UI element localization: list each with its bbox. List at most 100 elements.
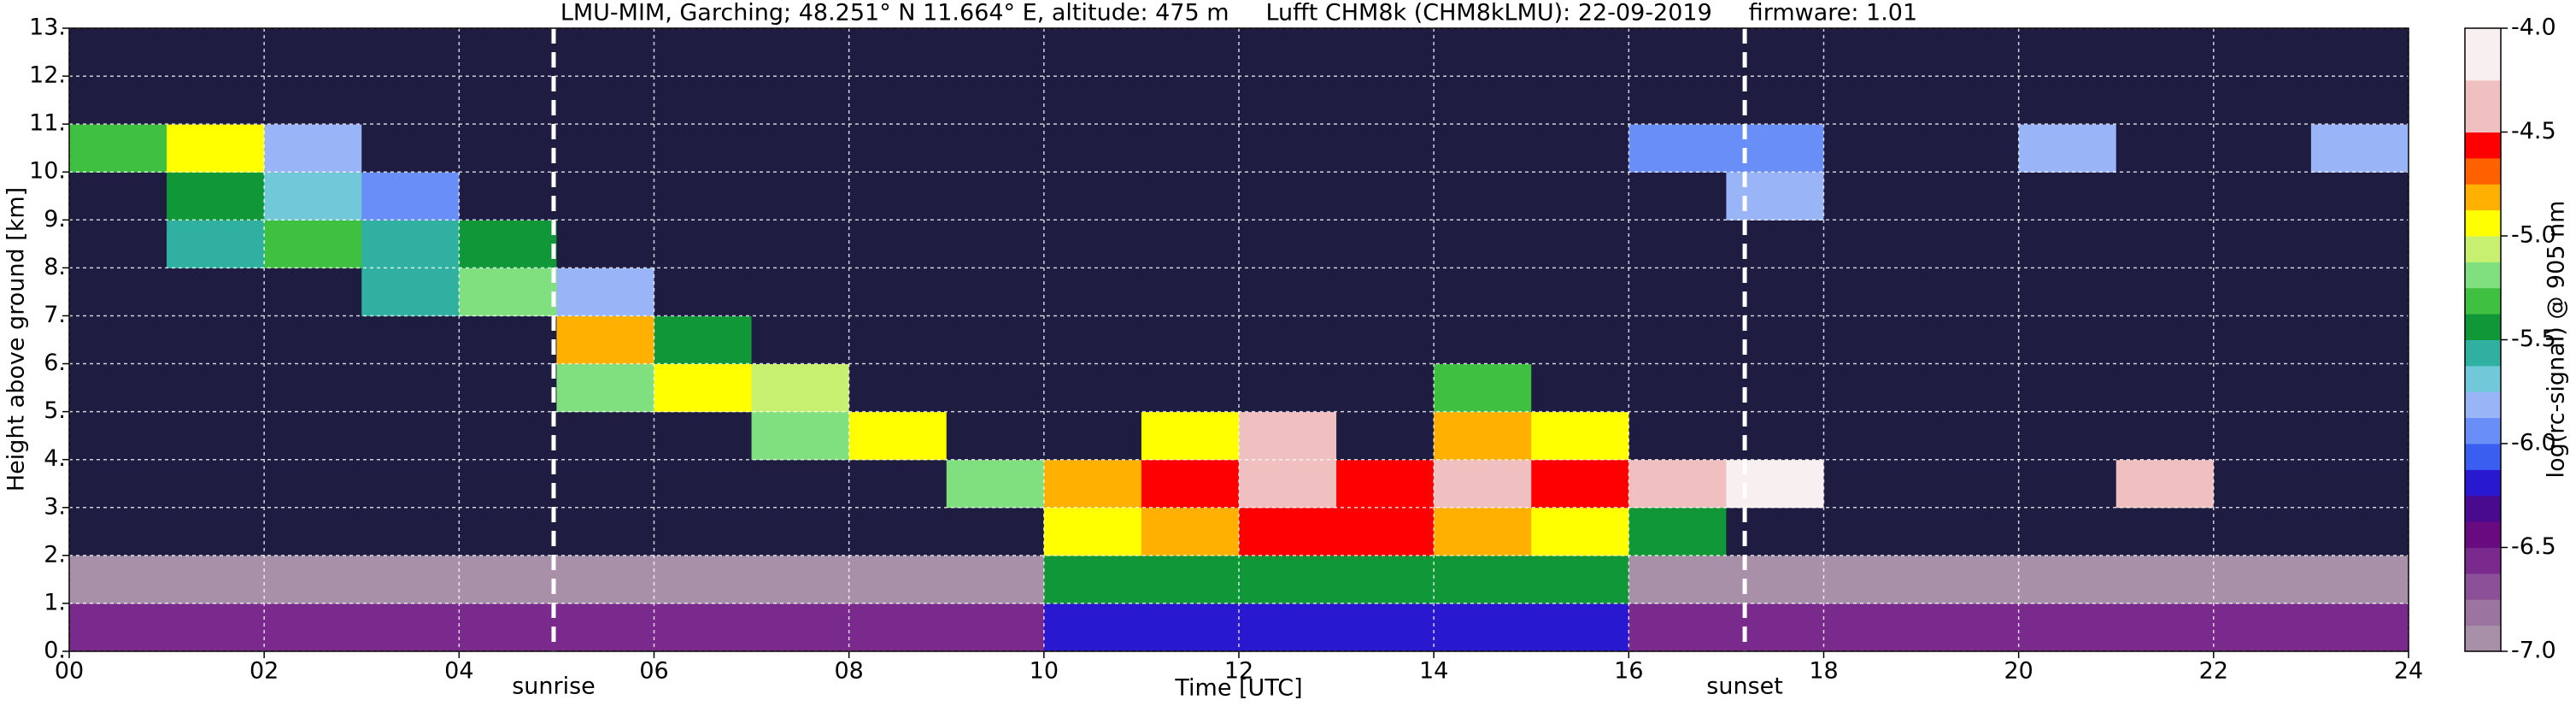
heatmap-cell	[361, 76, 460, 125]
x-tick-label: 04	[444, 658, 473, 685]
heatmap-cell	[1239, 363, 1337, 413]
heatmap-cell	[1434, 220, 1532, 268]
heatmap-cell	[167, 459, 265, 509]
heatmap-cell	[1921, 268, 2020, 316]
heatmap-cell	[2115, 315, 2215, 365]
colorbar-band	[2465, 365, 2501, 392]
heatmap-cell	[264, 220, 362, 268]
heatmap-cell	[1726, 603, 1824, 652]
heatmap-cell	[1434, 172, 1532, 221]
heatmap-cell	[751, 459, 850, 509]
heatmap-cell	[2018, 172, 2117, 221]
heatmap-cell	[556, 411, 654, 461]
heatmap-cell	[69, 76, 167, 125]
heatmap-cell	[848, 459, 948, 509]
heatmap-cell	[751, 555, 850, 604]
heatmap-cell	[2018, 124, 2117, 173]
heatmap-cell	[2018, 411, 2117, 461]
heatmap-cell	[1726, 172, 1824, 221]
heatmap-cell	[1141, 459, 1240, 509]
heatmap-cell	[361, 268, 460, 316]
heatmap-cell	[2115, 603, 2215, 652]
heatmap-cell	[1434, 555, 1532, 604]
heatmap-cell	[2310, 268, 2409, 316]
x-tick-label: 00	[55, 658, 84, 685]
heatmap-cell	[2213, 124, 2312, 173]
heatmap-cell	[361, 124, 460, 173]
heatmap-cell	[1043, 363, 1142, 413]
heatmap-cell	[1239, 411, 1337, 461]
heatmap-cell	[1531, 555, 1629, 604]
heatmap-cell	[751, 315, 850, 365]
heatmap-cell	[1141, 76, 1240, 125]
heatmap-cell	[2018, 507, 2117, 556]
heatmap-cell	[2213, 28, 2312, 77]
heatmap-cell	[264, 603, 362, 652]
colorbar-band	[2465, 547, 2501, 574]
heatmap-cell	[1921, 220, 2020, 268]
heatmap-cell	[1823, 555, 1922, 604]
heatmap-cell	[167, 124, 265, 173]
heatmap-cell	[2310, 76, 2409, 125]
heatmap-cell	[1628, 411, 1727, 461]
heatmap-cell	[1043, 124, 1142, 173]
heatmap-cell	[2115, 268, 2215, 316]
heatmap-cell	[1239, 220, 1337, 268]
heatmap-cell	[1239, 459, 1337, 509]
heatmap-cell	[459, 172, 557, 221]
heatmap-cell	[1336, 459, 1435, 509]
heatmap-cell	[2115, 363, 2215, 413]
heatmap-cell	[848, 411, 948, 461]
heatmap-cell	[1434, 459, 1532, 509]
heatmap-cell	[459, 363, 557, 413]
heatmap-cell	[1141, 603, 1240, 652]
heatmap-cell	[1336, 603, 1435, 652]
heatmap-cell	[1043, 220, 1142, 268]
heatmap-cell	[361, 28, 460, 77]
heatmap-cell	[69, 459, 167, 509]
heatmap-cell	[1336, 268, 1435, 316]
heatmap-cell	[459, 315, 557, 365]
heatmap-cell	[167, 28, 265, 77]
heatmap-cell	[1531, 28, 1629, 77]
heatmap-cell	[264, 555, 362, 604]
heatmap-cell	[946, 220, 1045, 268]
heatmap-cell	[69, 603, 167, 652]
colorbar-band	[2465, 339, 2501, 367]
heatmap-cell	[69, 28, 167, 77]
x-tick-label: 06	[639, 658, 668, 685]
heatmap-cell	[751, 363, 850, 413]
heatmap-cell	[459, 268, 557, 316]
heatmap-cell	[69, 363, 167, 413]
heatmap-cell	[69, 555, 167, 604]
colorbar-label: log(rc-signal) @ 905 nm	[2544, 201, 2570, 479]
heatmap-cell	[2018, 220, 2117, 268]
heatmap-cell	[1531, 507, 1629, 556]
heatmap-cell	[2018, 363, 2117, 413]
y-tick-label: 10.	[29, 158, 66, 185]
heatmap-cell	[654, 76, 753, 125]
heatmap-cell	[1043, 172, 1142, 221]
y-tick-label: 11.	[29, 110, 66, 137]
heatmap-cell	[556, 76, 654, 125]
heatmap-cell	[556, 603, 654, 652]
heatmap-cell	[946, 172, 1045, 221]
y-axis-label: Height above ground [km]	[3, 187, 30, 491]
colorbar-band	[2465, 417, 2501, 444]
heatmap-cell	[1531, 603, 1629, 652]
heatmap-cell	[1434, 363, 1532, 413]
heatmap-cell	[459, 76, 557, 125]
heatmap-cell	[1823, 220, 1922, 268]
heatmap-cell	[946, 603, 1045, 652]
heatmap-cell	[2213, 411, 2312, 461]
heatmap-cell	[361, 172, 460, 221]
heatmap-cell	[751, 28, 850, 77]
heatmap-cell	[264, 28, 362, 77]
colorbar-band	[2465, 262, 2501, 289]
heatmap-cell	[2018, 268, 2117, 316]
heatmap-cell	[1531, 220, 1629, 268]
colorbar-band	[2465, 469, 2501, 497]
heatmap-cell	[1239, 172, 1337, 221]
